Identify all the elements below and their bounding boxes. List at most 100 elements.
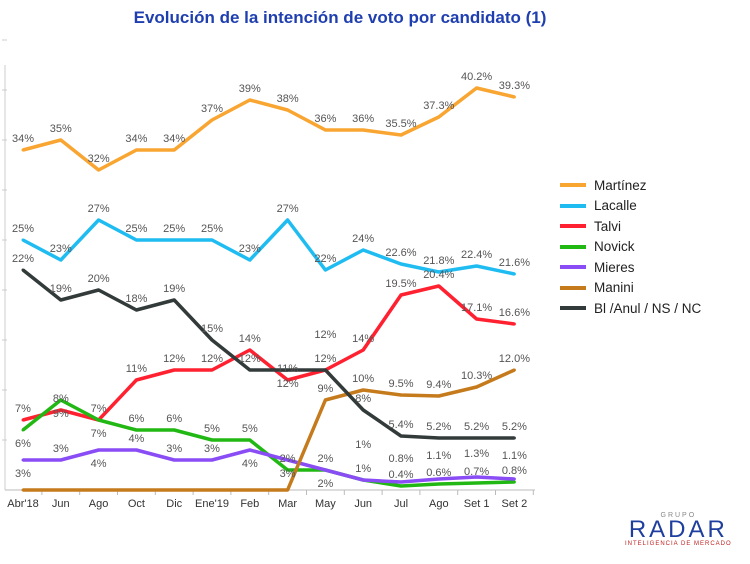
data-label: 6% — [128, 413, 144, 425]
data-label: 0.8% — [388, 453, 413, 465]
data-label: 9% — [317, 383, 333, 395]
data-label: 5.2% — [426, 421, 451, 433]
data-label: 23% — [239, 243, 261, 255]
data-label: 34% — [163, 133, 185, 145]
data-point — [512, 322, 516, 326]
data-point — [361, 408, 365, 412]
data-point — [437, 482, 441, 486]
data-point — [248, 368, 252, 372]
data-point — [248, 438, 252, 442]
legend-label: Mieres — [594, 259, 635, 275]
x-tick-label: Dic — [166, 498, 182, 510]
data-label: 0.4% — [388, 469, 413, 481]
data-label: 8% — [53, 393, 69, 405]
legend-swatch — [560, 265, 586, 270]
legend-item: Mieres — [560, 257, 701, 278]
data-label: 18% — [125, 293, 147, 305]
data-point — [286, 108, 290, 112]
data-label: 8% — [355, 393, 371, 405]
data-point — [172, 148, 176, 152]
data-label: 3% — [53, 443, 69, 455]
logo-top: GRUPO — [660, 512, 697, 519]
data-label: 6% — [166, 413, 182, 425]
x-tick-label: Oct — [128, 498, 145, 510]
data-point — [323, 128, 327, 132]
data-label: 14% — [352, 333, 374, 345]
data-point — [437, 477, 441, 481]
data-point — [475, 436, 479, 440]
data-label: 0.7% — [464, 466, 489, 478]
data-point — [134, 308, 138, 312]
data-label: 40.2% — [461, 71, 492, 83]
legend: Martínez Lacalle Talvi Novick Mieres Manini Bl… — [560, 175, 701, 319]
data-point — [210, 118, 214, 122]
x-tick-label: Jun — [354, 498, 372, 510]
data-label: 3% — [280, 468, 296, 480]
data-point — [21, 238, 25, 242]
data-point — [512, 480, 516, 484]
data-label: 22.4% — [461, 249, 492, 261]
data-label: 27% — [88, 203, 110, 215]
data-point — [248, 348, 252, 352]
data-label: 9.5% — [388, 378, 413, 390]
data-point — [248, 98, 252, 102]
data-label: 5.2% — [464, 421, 489, 433]
data-label: 34% — [125, 133, 147, 145]
data-point — [172, 488, 176, 492]
data-point — [134, 448, 138, 452]
data-label: 2% — [317, 453, 333, 465]
legend-item: Martínez — [560, 175, 701, 196]
data-label: 35% — [50, 123, 72, 135]
data-label: 25% — [12, 223, 34, 235]
logo-main: RADAR — [628, 516, 728, 543]
data-point — [21, 428, 25, 432]
data-point — [475, 86, 479, 90]
data-label: 25% — [201, 223, 223, 235]
data-point — [475, 475, 479, 479]
data-point — [437, 436, 441, 440]
data-point — [172, 428, 176, 432]
data-label: 3% — [15, 468, 31, 480]
data-label: 11% — [277, 363, 298, 375]
data-label: 0.8% — [502, 465, 527, 477]
data-point — [399, 480, 403, 484]
data-label: 12% — [314, 353, 336, 365]
data-point — [437, 394, 441, 398]
data-label: 37.3% — [423, 100, 454, 112]
data-point — [437, 270, 441, 274]
data-label: 20.4% — [423, 269, 454, 281]
x-tick-label: Ago — [89, 498, 109, 510]
legend-label: Talvi — [594, 218, 622, 234]
data-point — [361, 248, 365, 252]
data-label: 10% — [352, 373, 374, 385]
data-point — [21, 418, 25, 422]
data-point — [399, 393, 403, 397]
data-point — [210, 458, 214, 462]
legend-swatch — [560, 224, 586, 229]
data-point — [475, 385, 479, 389]
data-point — [134, 428, 138, 432]
logo-sub: INTELIGENCIA DE MERCADO — [625, 541, 732, 547]
data-label: 39% — [239, 83, 261, 95]
x-tick-label: May — [315, 498, 336, 510]
chart-title: Evolución de la intención de voto por ca… — [133, 8, 547, 27]
data-label: 4% — [128, 433, 144, 445]
data-point — [97, 218, 101, 222]
data-point — [512, 436, 516, 440]
data-point — [361, 478, 365, 482]
data-point — [210, 488, 214, 492]
series-line-mieres — [23, 448, 515, 484]
x-tick-label: Mar — [278, 498, 297, 510]
legend-item: Manini — [560, 278, 701, 299]
data-label: 20% — [88, 273, 110, 285]
data-label: 17.1% — [461, 302, 492, 314]
data-label: 7% — [91, 403, 107, 415]
data-label: 21.8% — [423, 255, 454, 267]
legend-swatch — [560, 183, 586, 188]
data-point — [323, 268, 327, 272]
data-point — [210, 368, 214, 372]
data-label: 11% — [126, 363, 147, 375]
data-label: 4% — [91, 458, 107, 470]
data-point — [323, 368, 327, 372]
data-label: 37% — [201, 103, 223, 115]
